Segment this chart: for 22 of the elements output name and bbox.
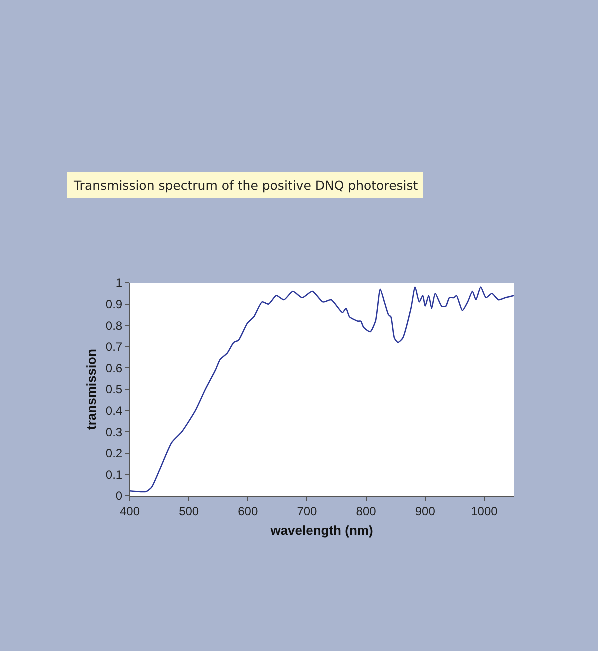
x-tick-label: 800 <box>356 504 377 518</box>
y-tick-label: 0.2 <box>106 446 123 461</box>
y-tick-label: 0.5 <box>106 382 123 397</box>
y-tick-label: 0.8 <box>106 318 123 333</box>
chart-title: Transmission spectrum of the positive DNQ photoresist <box>73 178 418 193</box>
x-tick-label: 600 <box>238 504 258 518</box>
y-tick-label: 0.3 <box>106 425 123 440</box>
x-tick-label: 500 <box>179 504 200 518</box>
x-tick-label: 400 <box>120 504 140 518</box>
y-axis-title: transmission <box>84 348 99 430</box>
y-tick-label: 0 <box>116 489 123 504</box>
line-series <box>130 286 514 493</box>
x-tick-label: 900 <box>415 504 436 518</box>
y-tick-label: 0.4 <box>106 404 123 418</box>
y-tick-label: 1 <box>116 276 123 290</box>
x-tick-label: 1000 <box>471 504 498 518</box>
y-tick-label: 0.1 <box>106 468 123 482</box>
y-tick-label: 0.6 <box>106 361 123 376</box>
x-axis-title: wavelength (nm) <box>270 523 374 538</box>
y-tick-label: 0.7 <box>106 340 123 354</box>
x-tick-label: 700 <box>297 504 318 518</box>
y-tick-label: 0.9 <box>106 298 123 312</box>
